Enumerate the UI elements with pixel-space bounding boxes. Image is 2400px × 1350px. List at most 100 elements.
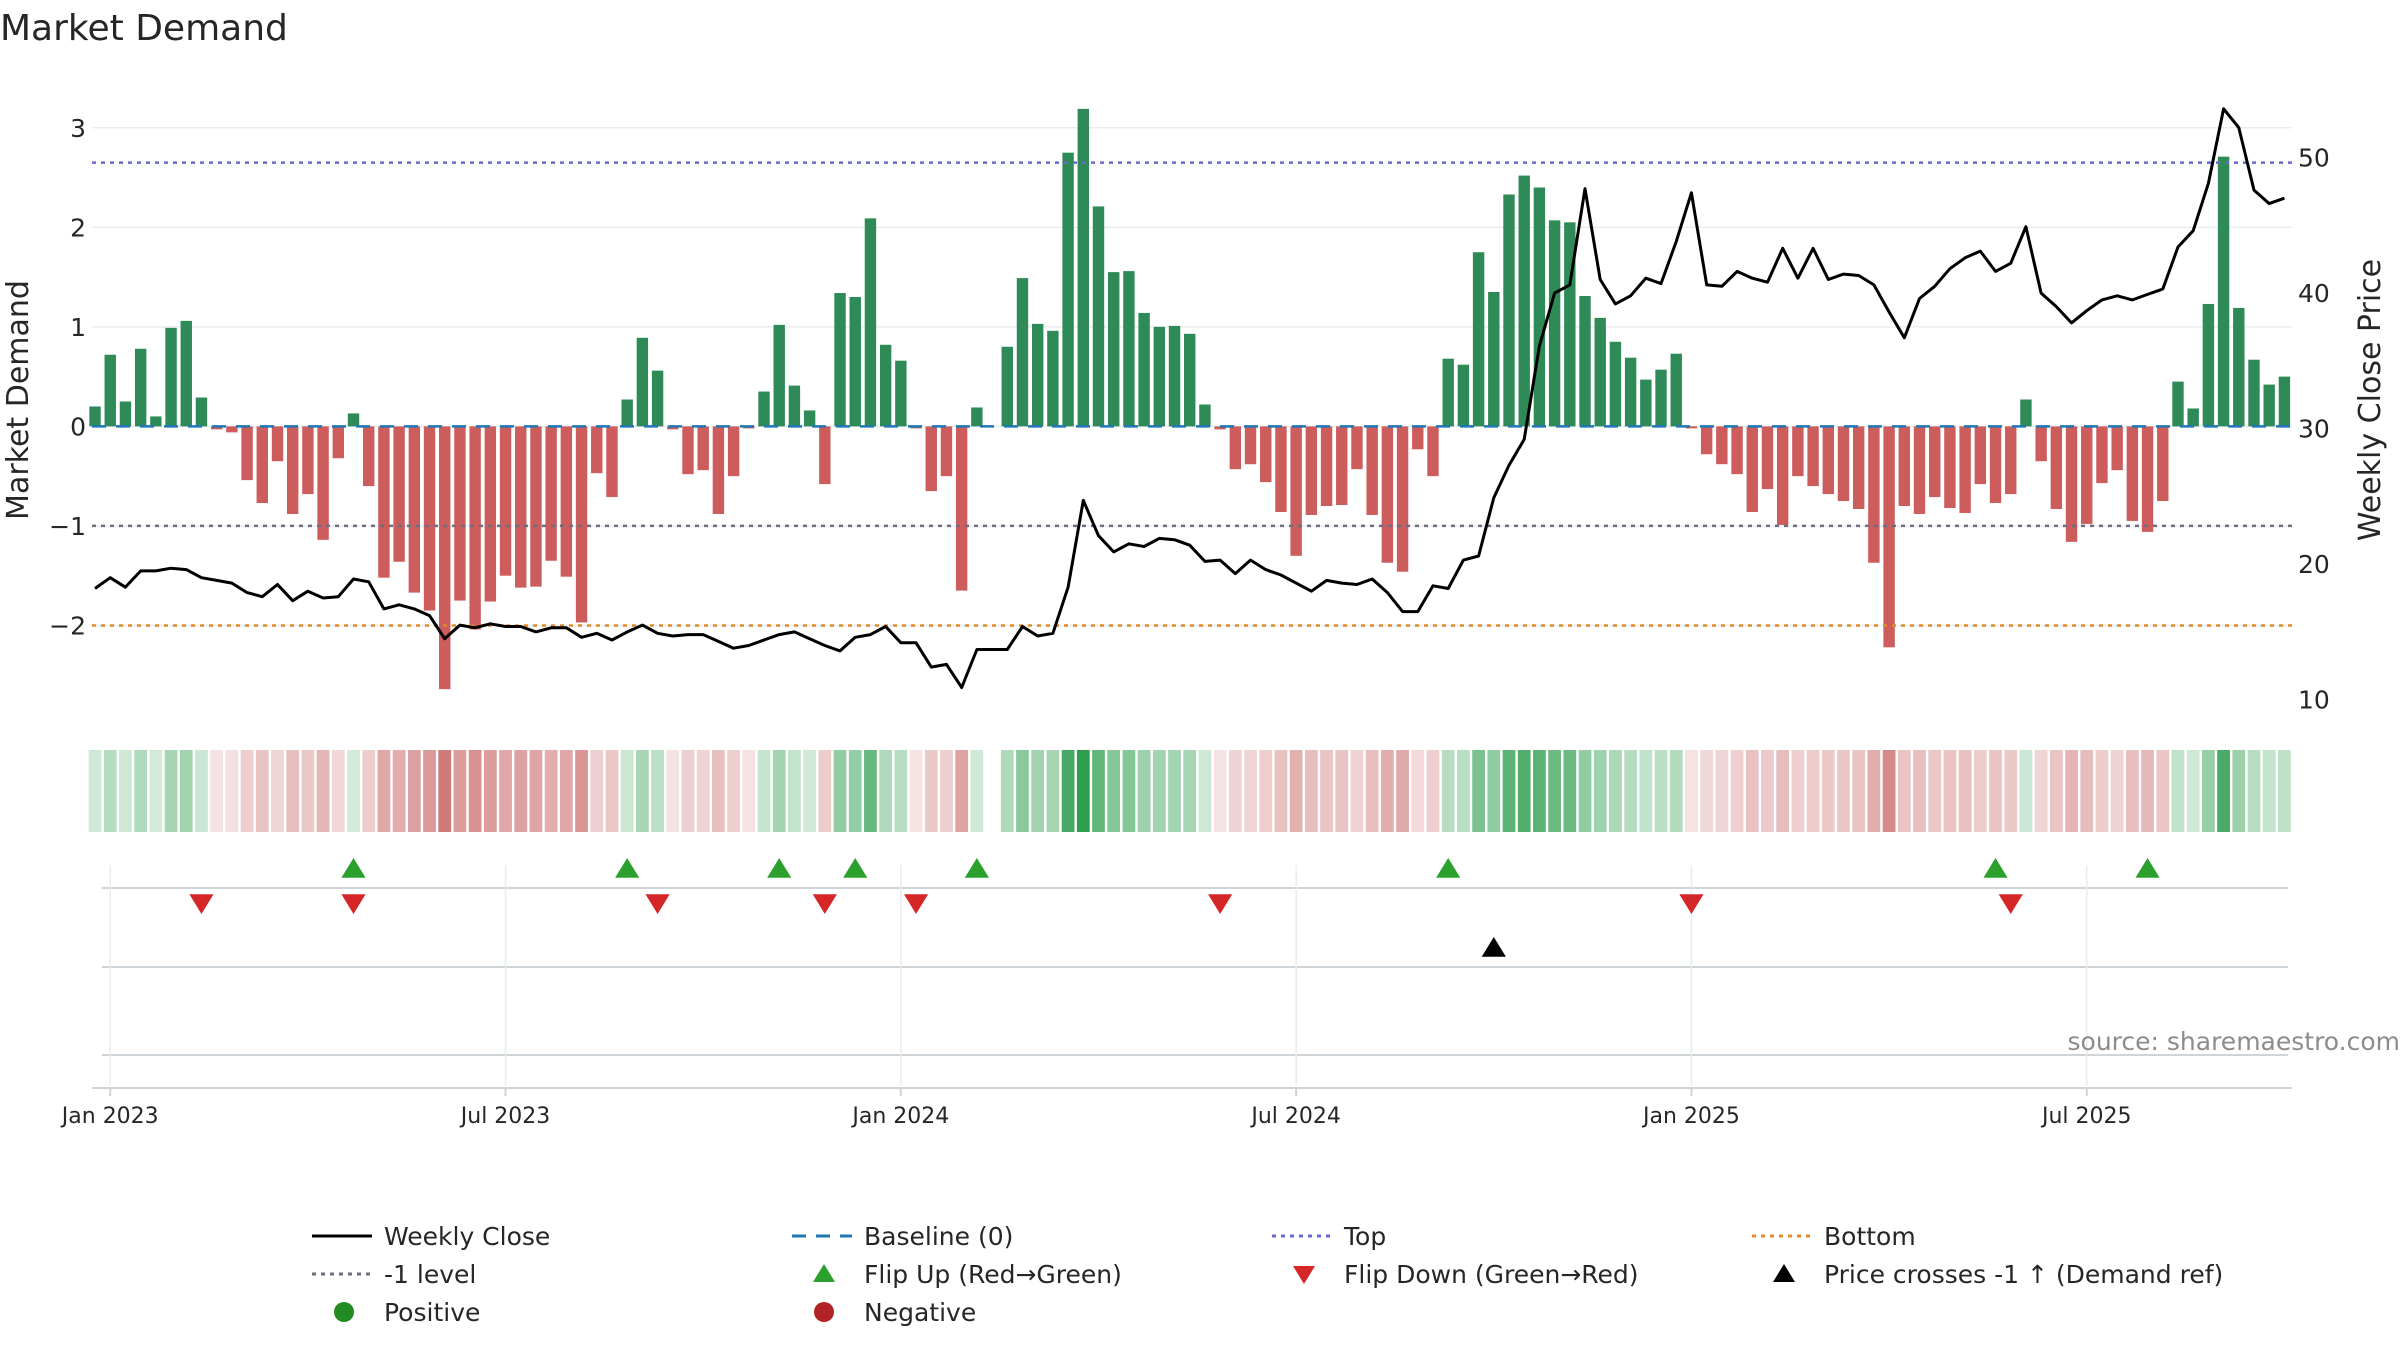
heat-cell xyxy=(605,750,619,832)
heat-cell xyxy=(666,750,680,832)
legend-item: Weekly Close xyxy=(312,1222,550,1251)
heat-cell xyxy=(179,750,193,832)
demand-bar xyxy=(2096,426,2108,484)
heat-cell xyxy=(894,750,908,832)
demand-bar xyxy=(560,426,573,577)
event-markers xyxy=(189,858,2160,957)
demand-bar xyxy=(1442,358,1454,427)
demand-bar xyxy=(864,218,877,427)
demand-bar xyxy=(1716,426,1728,465)
left-tick-label: 1 xyxy=(70,313,86,342)
demand-bar xyxy=(667,426,679,430)
heat-cell xyxy=(818,750,832,832)
demand-bar xyxy=(469,426,481,630)
demand-bar xyxy=(1031,323,1044,427)
flip-down-marker xyxy=(1679,894,1704,914)
heat-cell xyxy=(2201,750,2215,832)
demand-bar xyxy=(788,385,801,427)
demand-bar xyxy=(2065,426,2078,542)
demand-bar xyxy=(1412,426,1424,450)
demand-bar xyxy=(1123,271,1135,427)
heat-cell xyxy=(301,750,315,832)
demand-bar xyxy=(302,426,314,495)
right-tick-label: 50 xyxy=(2298,144,2330,173)
heat-cell xyxy=(1092,750,1105,832)
flip-down-marker xyxy=(1998,894,2023,914)
demand-bar xyxy=(2202,303,2215,427)
demand-bar xyxy=(1655,369,1667,427)
demand-bar xyxy=(697,426,709,471)
demand-bar xyxy=(1320,426,1333,507)
x-tick-label: Jan 2025 xyxy=(1641,1104,1740,1129)
legend-item: Baseline (0) xyxy=(792,1222,1013,1251)
heat-cell xyxy=(727,750,740,832)
demand-bar xyxy=(971,407,983,427)
flip-up-marker xyxy=(1983,858,2008,878)
heat-cell xyxy=(2186,750,2200,832)
heat-cell xyxy=(423,750,436,832)
demand-bar xyxy=(1184,333,1196,427)
heat-cell xyxy=(1137,750,1151,832)
demand-bar xyxy=(1336,426,1348,506)
heat-cell xyxy=(2125,750,2139,832)
heat-cell xyxy=(453,750,467,832)
demand-bar xyxy=(651,370,664,427)
left-axis-ticks: −2 −1 0 1 2 3 xyxy=(49,114,86,641)
weekly-close-line xyxy=(94,107,2285,689)
heat-cell xyxy=(1396,750,1409,832)
flip-up-marker xyxy=(843,858,868,878)
demand-bar xyxy=(940,426,953,477)
heat-cell xyxy=(2156,750,2170,832)
heat-cell xyxy=(164,750,178,832)
heat-cell xyxy=(1213,750,1227,832)
demand-bar xyxy=(423,426,436,611)
demand-bar xyxy=(150,416,162,427)
demand-bar xyxy=(195,397,208,427)
demand-bar xyxy=(1229,426,1242,470)
heat-cell xyxy=(1076,750,1090,832)
x-tick-label: Jul 2024 xyxy=(1249,1104,1341,1129)
legend-swatch-circle xyxy=(814,1302,834,1322)
heat-cell xyxy=(286,750,300,832)
heat-cell xyxy=(1715,750,1729,832)
heat-cell xyxy=(970,750,984,832)
demand-bar xyxy=(1488,292,1500,427)
demand-bar xyxy=(119,401,132,427)
heat-cell xyxy=(514,750,528,832)
demand-bar xyxy=(925,426,937,492)
legend-item: Negative xyxy=(814,1298,976,1327)
demand-bar xyxy=(1457,364,1470,427)
demand-bar xyxy=(1974,426,1987,485)
heat-cell xyxy=(2004,750,2018,832)
demand-bar xyxy=(2126,426,2139,521)
heat-cell xyxy=(499,750,512,832)
heat-cell xyxy=(1624,750,1638,832)
heat-cell xyxy=(1669,750,1683,832)
demand-bar xyxy=(849,296,861,427)
demand-bar xyxy=(1852,426,1865,509)
demand-bar xyxy=(1579,295,1591,427)
demand-bar xyxy=(545,426,557,561)
heat-cell xyxy=(1943,750,1957,832)
legend-item: Bottom xyxy=(1752,1222,1916,1251)
heat-cell xyxy=(1031,750,1045,832)
demand-bar xyxy=(1670,353,1682,427)
legend-item: Positive xyxy=(334,1298,480,1327)
demand-bar xyxy=(1609,341,1622,427)
legend-item: Flip Up (Red→Green) xyxy=(813,1260,1122,1289)
flip-down-marker xyxy=(189,894,214,914)
x-tick-label: Jul 2025 xyxy=(2040,1104,2132,1129)
demand-bar xyxy=(1594,317,1606,427)
heat-cell xyxy=(271,750,284,832)
demand-bar xyxy=(1138,312,1150,427)
heat-cell xyxy=(544,750,558,832)
heat-cell xyxy=(1928,750,1942,832)
legend-swatch-triangle xyxy=(1293,1266,1315,1284)
demand-bar xyxy=(1761,426,1774,490)
demand-bar xyxy=(363,426,375,487)
heat-cell xyxy=(1472,750,1485,832)
demand-bar xyxy=(1822,426,1834,495)
heat-cell xyxy=(2110,750,2124,832)
heat-cell xyxy=(681,750,695,832)
demand-bar xyxy=(1016,278,1029,427)
